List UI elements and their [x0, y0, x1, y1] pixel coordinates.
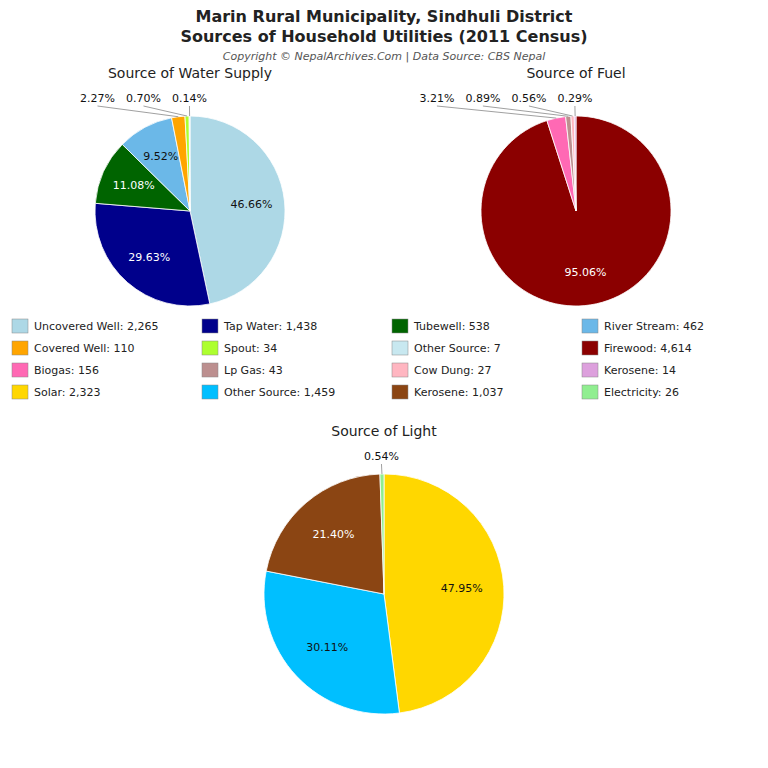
legend-label: Lp Gas: 43: [224, 364, 283, 377]
leader-line: [483, 106, 568, 116]
chart-title: Source of Fuel: [526, 65, 625, 81]
data-label: 11.08%: [113, 179, 155, 192]
leader-line: [574, 106, 575, 116]
pie-slice: [172, 116, 190, 211]
legend-swatch: [12, 385, 28, 399]
legend-label: Spout: 34: [224, 342, 277, 355]
legend-label: Electricity: 26: [604, 386, 679, 399]
data-label: 0.14%: [172, 92, 207, 105]
pie-slice: [481, 116, 671, 306]
legend-label: Tubewell: 538: [413, 320, 490, 333]
legend-label: Uncovered Well: 2,265: [34, 320, 158, 333]
pie-slice: [185, 116, 190, 211]
legend-swatch: [392, 319, 408, 333]
data-labels: 47.95% 30.11% 21.40% 0.54%: [306, 450, 483, 654]
legend-swatch: [582, 341, 598, 355]
pie-slice: [571, 116, 576, 211]
data-labels: 46.66% 29.63% 11.08% 9.52% 2.27% 0.70% 0.14%: [80, 92, 272, 264]
data-label: 30.11%: [306, 641, 348, 654]
pie-slice: [574, 116, 576, 211]
leader-line: [189, 106, 190, 116]
pie-slice: [566, 116, 576, 211]
data-labels: 95.06% 3.21% 0.89% 0.56% 0.29%: [419, 92, 606, 279]
data-label: 3.21%: [419, 92, 454, 105]
legend-swatch: [202, 385, 218, 399]
data-label: 0.56%: [511, 92, 546, 105]
legend-swatch: [12, 363, 28, 377]
chart-title: Source of Light: [331, 423, 437, 439]
data-label: 21.40%: [312, 528, 354, 541]
pie-slice: [384, 474, 504, 713]
legend-label: Kerosene: 1,037: [414, 386, 503, 399]
title: Marin Rural Municipality, Sindhuli Distr…: [196, 7, 573, 26]
legend-label: Kerosene: 14: [604, 364, 676, 377]
legend: Uncovered Well: 2,265 Tap Water: 1,438 Tub…: [12, 319, 704, 399]
chart-title: Source of Water Supply: [108, 65, 272, 81]
slices: [264, 474, 504, 714]
legend-label: Firewood: 4,614: [604, 342, 692, 355]
legend-swatch: [392, 363, 408, 377]
data-label: 0.89%: [465, 92, 500, 105]
slices: [481, 116, 671, 306]
subtitle: Sources of Household Utilities (2011 Cen…: [180, 27, 587, 46]
data-label: 46.66%: [230, 198, 272, 211]
legend-swatch: [202, 319, 218, 333]
slices: [95, 116, 285, 306]
legend-label: Covered Well: 110: [34, 342, 135, 355]
legend-swatch: [12, 319, 28, 333]
legend-label: Solar: 2,323: [34, 386, 101, 399]
pie-slice: [190, 116, 285, 304]
legend-swatch: [12, 341, 28, 355]
data-label: 0.54%: [364, 450, 399, 463]
pie-chart: Source of Light 47.95% 30.11% 21.40% 0.54%: [264, 423, 504, 714]
legend-swatch: [202, 363, 218, 377]
pie-slice: [380, 474, 384, 594]
data-label: 29.63%: [128, 251, 170, 264]
data-label: 95.06%: [565, 266, 607, 279]
pie-slice: [95, 203, 210, 306]
data-label: 0.29%: [557, 92, 592, 105]
data-label: 47.95%: [441, 582, 483, 595]
leader-line: [529, 106, 573, 116]
leader-line: [381, 464, 383, 474]
data-label: 2.27%: [80, 92, 115, 105]
legend-swatch: [392, 385, 408, 399]
pie-chart: Source of Water Supply 46.66% 29.63% 11.08%…: [80, 65, 285, 306]
legend-label: Other Source: 1,459: [224, 386, 335, 399]
pie-slice: [189, 116, 191, 211]
annotation: Copyright © NepalArchives.Com | Data Sou…: [223, 50, 545, 63]
legend-swatch: [582, 319, 598, 333]
chart-root: Marin Rural Municipality, Sindhuli Distr…: [0, 0, 768, 768]
legend-swatch: [392, 341, 408, 355]
legend-label: Biogas: 156: [34, 364, 99, 377]
data-label: 0.70%: [126, 92, 161, 105]
legend-swatch: [202, 341, 218, 355]
data-label: 9.52%: [143, 150, 178, 163]
background: [0, 0, 768, 768]
legend-label: Cow Dung: 27: [414, 364, 492, 377]
pie-chart: Source of Fuel 95.06% 3.21% 0.89% 0.56% 0.29%: [419, 65, 671, 306]
legend-label: Other Source: 7: [414, 342, 501, 355]
leader-line: [143, 106, 187, 116]
legend-swatch: [582, 363, 598, 377]
legend-label: River Stream: 462: [604, 320, 704, 333]
pie-slice: [266, 474, 384, 594]
legend-label: Tap Water: 1,438: [223, 320, 317, 333]
legend-swatch: [582, 385, 598, 399]
pie-slice: [547, 117, 576, 211]
